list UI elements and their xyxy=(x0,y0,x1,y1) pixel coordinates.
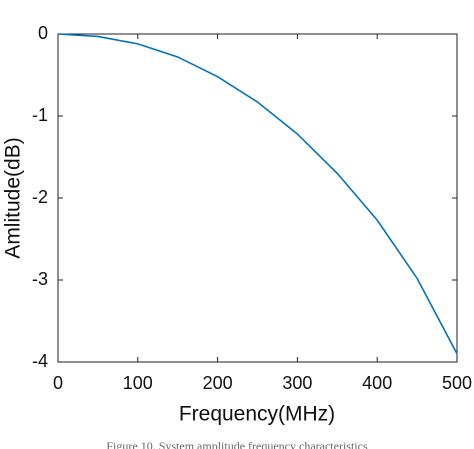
x-axis-label: Frequency(MHz) xyxy=(179,403,335,426)
x-tick-label: 400 xyxy=(362,373,392,393)
x-tick-label: 300 xyxy=(282,373,312,393)
x-tick-label: 0 xyxy=(53,373,63,393)
y-tick-label: -3 xyxy=(32,269,48,289)
caption: Figure 10. System amplitude frequency ch… xyxy=(106,439,368,449)
plot-frame xyxy=(57,33,458,363)
y-tick-label: -4 xyxy=(32,351,48,371)
y-tick-label: -2 xyxy=(32,187,48,207)
line-series xyxy=(57,33,458,355)
x-tick-label: 500 xyxy=(442,373,472,393)
x-tick-label: 100 xyxy=(123,373,153,393)
y-axis-label: Amlitude(dB) xyxy=(2,137,25,258)
y-tick-label: -1 xyxy=(32,105,48,125)
y-tick-label: 0 xyxy=(38,23,48,43)
x-tick-label: 200 xyxy=(203,373,233,393)
